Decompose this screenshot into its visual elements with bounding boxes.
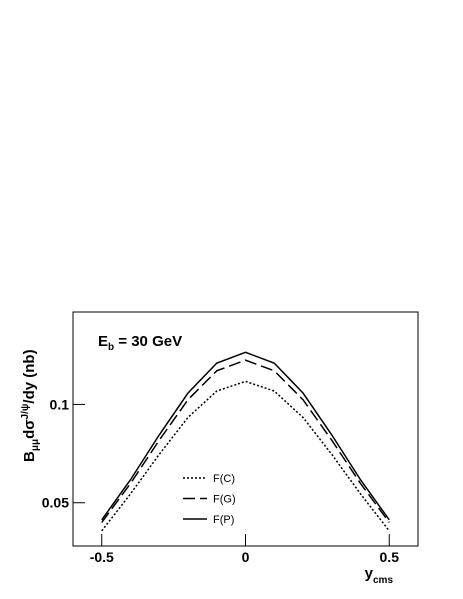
annotation-rest: = 30 GeV — [114, 333, 182, 350]
series-line — [101, 351, 390, 521]
y-label-rest: /dy (nb) — [21, 349, 38, 403]
series-line — [101, 359, 390, 523]
y-axis-label: BμμdσJ/ψ/dy (nb) — [20, 349, 41, 462]
y-label-dsigma: dσ — [21, 419, 38, 438]
y-label-sub: μμ — [30, 439, 41, 451]
legend-label: F(G) — [213, 494, 236, 506]
annotation-main: E — [98, 333, 108, 350]
y-tick-label: 0.1 — [50, 396, 70, 412]
y-label-b: B — [21, 451, 38, 462]
x-label-main: y — [365, 565, 374, 582]
annotation: Eb = 30 GeV — [98, 333, 182, 353]
x-label-sub: cms — [373, 575, 393, 586]
y-tick-label: 0.05 — [42, 495, 69, 511]
annotation-sub: b — [108, 342, 114, 353]
x-tick-label: -0.5 — [90, 549, 114, 565]
legend-label: F(P) — [213, 514, 234, 526]
x-axis-label: ycms — [365, 565, 394, 586]
x-tick-label: 0 — [242, 549, 250, 565]
y-label-sup: J/ψ — [20, 404, 31, 420]
series-line — [101, 380, 390, 532]
x-tick-label: 0.5 — [380, 549, 400, 565]
legend-label: F(C) — [213, 473, 235, 485]
